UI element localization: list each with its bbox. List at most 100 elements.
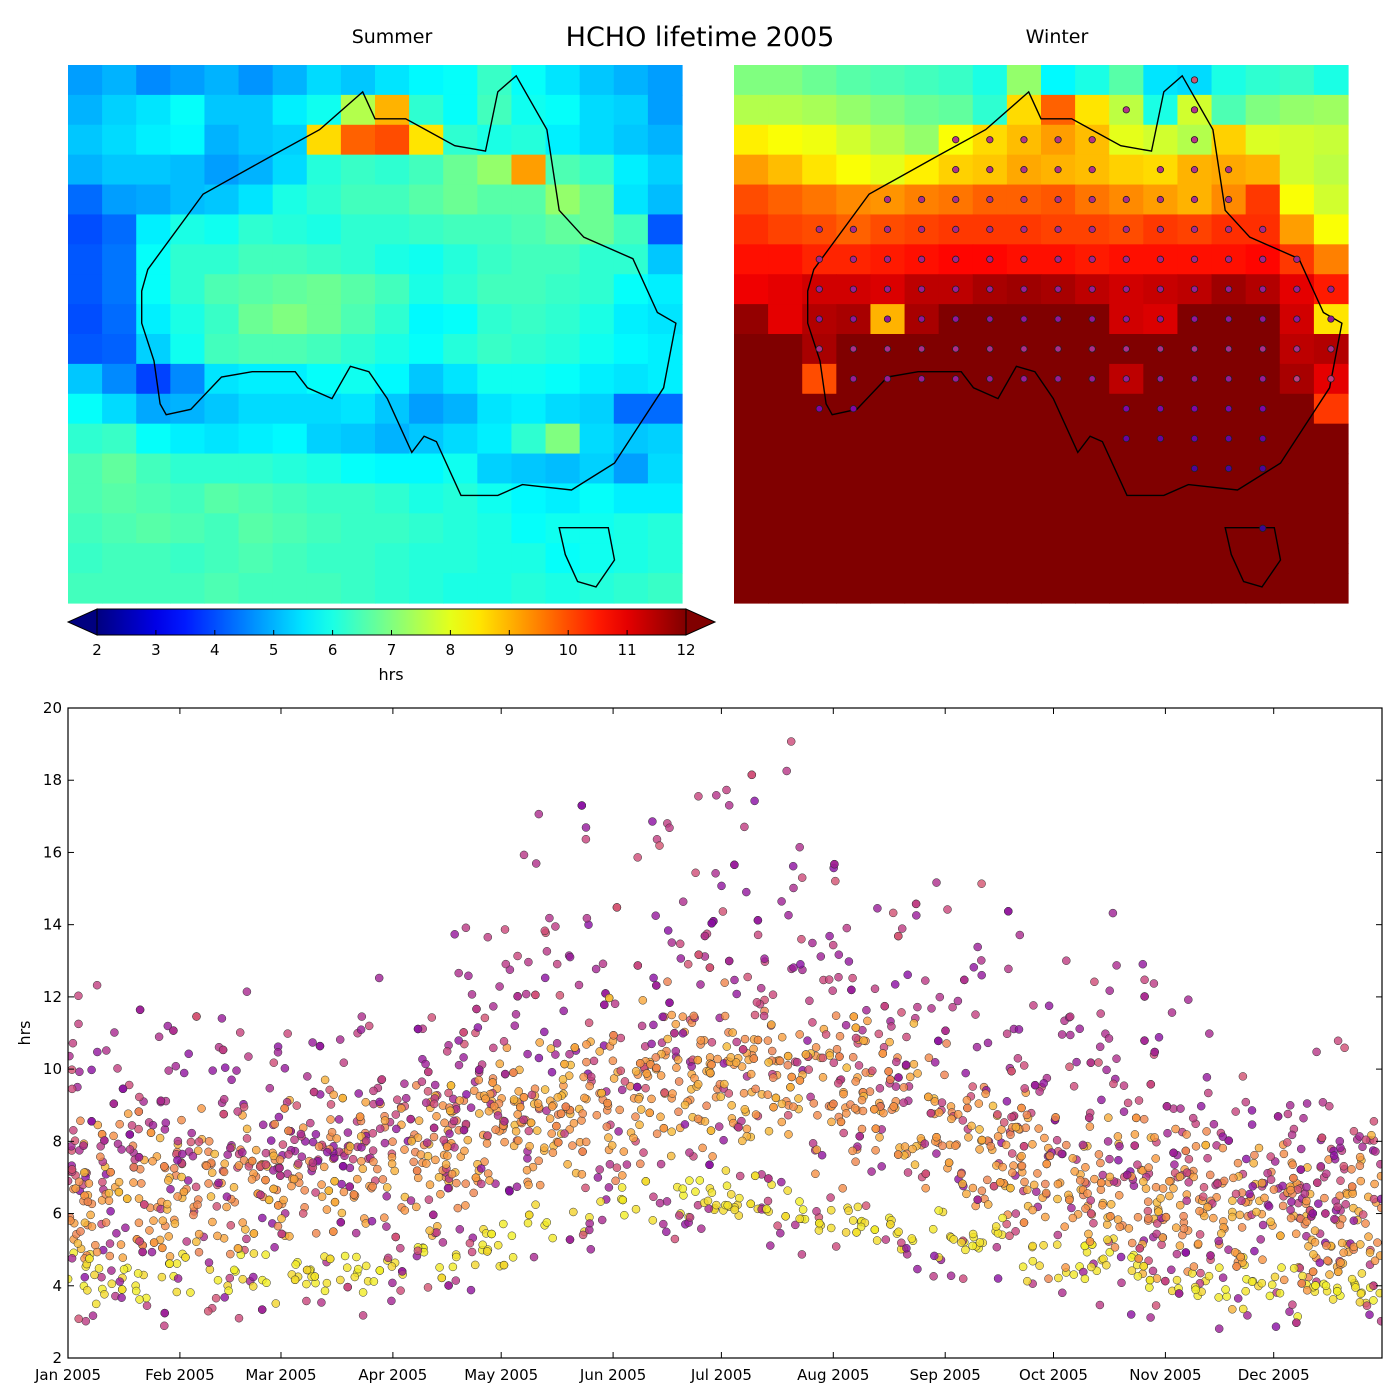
scatter-point (1171, 1124, 1180, 1134)
station-marker (1054, 315, 1062, 323)
scatter-point (81, 1316, 91, 1326)
scatter-point (1362, 1301, 1372, 1310)
scatter-point (639, 1148, 648, 1157)
scatter-point (172, 1259, 182, 1268)
scatter-point (134, 1218, 144, 1228)
scatter-point (747, 770, 757, 780)
scatter-point (842, 1063, 851, 1072)
scatter-point (315, 1041, 325, 1051)
scatter-point (1080, 1274, 1090, 1284)
scatter-point (1376, 1316, 1382, 1326)
scatter-point (617, 1085, 627, 1095)
scatter-point (615, 1105, 624, 1115)
station-marker (986, 225, 994, 233)
scatter-point (1191, 1142, 1201, 1151)
scatter-point (698, 1143, 707, 1153)
heatmap-cell (613, 423, 649, 455)
scatter-point (848, 1052, 858, 1062)
scatter-point (1075, 1024, 1084, 1034)
heatmap-cell (170, 393, 206, 425)
station-marker (918, 255, 926, 263)
scatter-point (173, 1156, 182, 1165)
scatter-point (1065, 1062, 1074, 1072)
scatter-point (377, 1075, 387, 1084)
scatter-point (720, 1011, 730, 1021)
scatter-point (322, 1278, 332, 1288)
station-marker (1190, 405, 1199, 413)
scatter-point (760, 954, 769, 963)
scatter-point (921, 1169, 931, 1178)
heatmap-cell (1177, 573, 1213, 604)
heatmap-cell (802, 184, 837, 216)
station-marker (883, 375, 892, 383)
scatter-point (177, 1172, 186, 1182)
heatmap-cell (204, 393, 240, 425)
scatter-point (340, 1251, 350, 1261)
scatter-point (1061, 1263, 1070, 1272)
heatmap-cell (734, 453, 769, 485)
heatmap-cell (802, 543, 837, 574)
scatter-point (631, 1112, 640, 1121)
y-tick-label: 2 (52, 1349, 62, 1367)
summer-map-title: Summer (351, 26, 433, 48)
scatter-point (1131, 1113, 1141, 1123)
heatmap-cell (340, 274, 376, 305)
scatter-point (1330, 1214, 1339, 1224)
heatmap-cell (375, 513, 410, 544)
heatmap-cell (68, 124, 103, 156)
scatter-point (179, 1187, 189, 1197)
heatmap-cell (1279, 483, 1315, 514)
scatter-point (1015, 930, 1025, 940)
station-marker (986, 285, 994, 293)
scatter-point (109, 1131, 118, 1141)
scatter-point (319, 1162, 329, 1172)
scatter-point (156, 1096, 166, 1106)
scatter-point (104, 1188, 114, 1198)
scatter-point (578, 1109, 587, 1118)
scatter-point (812, 1207, 821, 1216)
scatter-point (527, 1090, 537, 1100)
heatmap-cell (409, 304, 444, 335)
scatter-point (93, 1120, 103, 1130)
heatmap-cell (102, 363, 137, 395)
scatter-point (94, 1264, 104, 1273)
scatter-point (192, 1012, 201, 1021)
scatter-point (1004, 907, 1013, 916)
heatmap-cell (306, 154, 342, 186)
scatter-point (693, 1079, 703, 1089)
scatter-point (592, 1110, 602, 1120)
scatter-point (523, 1218, 533, 1228)
scatter-point (388, 1137, 397, 1146)
heatmap-cell (340, 393, 376, 425)
scatter-point (1090, 1174, 1099, 1184)
heatmap-cell (734, 94, 769, 126)
scatter-point (830, 859, 839, 869)
heatmap-cell (1313, 244, 1349, 275)
scatter-point (1218, 1132, 1228, 1141)
scatter-point (242, 1124, 252, 1134)
scatter-point (512, 1182, 522, 1192)
scatter-point (397, 1104, 406, 1113)
station-marker (1190, 285, 1199, 293)
scatter-point (256, 1190, 265, 1200)
scatter-point (137, 1179, 146, 1188)
summer-heatmap (68, 65, 683, 604)
heatmap-cell (579, 573, 615, 604)
scatter-point (652, 981, 661, 990)
scatter-point (1104, 1034, 1114, 1043)
heatmap-cell (204, 184, 240, 216)
scatter-point (740, 1034, 750, 1044)
heatmap-cell (647, 423, 683, 455)
scatter-point (629, 1133, 638, 1143)
scatter-point (983, 1038, 993, 1048)
heatmap-cell (102, 124, 137, 156)
scatter-point (689, 1011, 699, 1021)
scatter-point (242, 1134, 252, 1143)
scatter-point (921, 976, 930, 985)
scatter-point (834, 1079, 843, 1088)
heatmap-cell (511, 334, 547, 365)
heatmap-cell (272, 393, 308, 425)
scatter-point (407, 1137, 416, 1146)
scatter-point (134, 1107, 144, 1116)
scatter-point (1288, 1300, 1297, 1309)
